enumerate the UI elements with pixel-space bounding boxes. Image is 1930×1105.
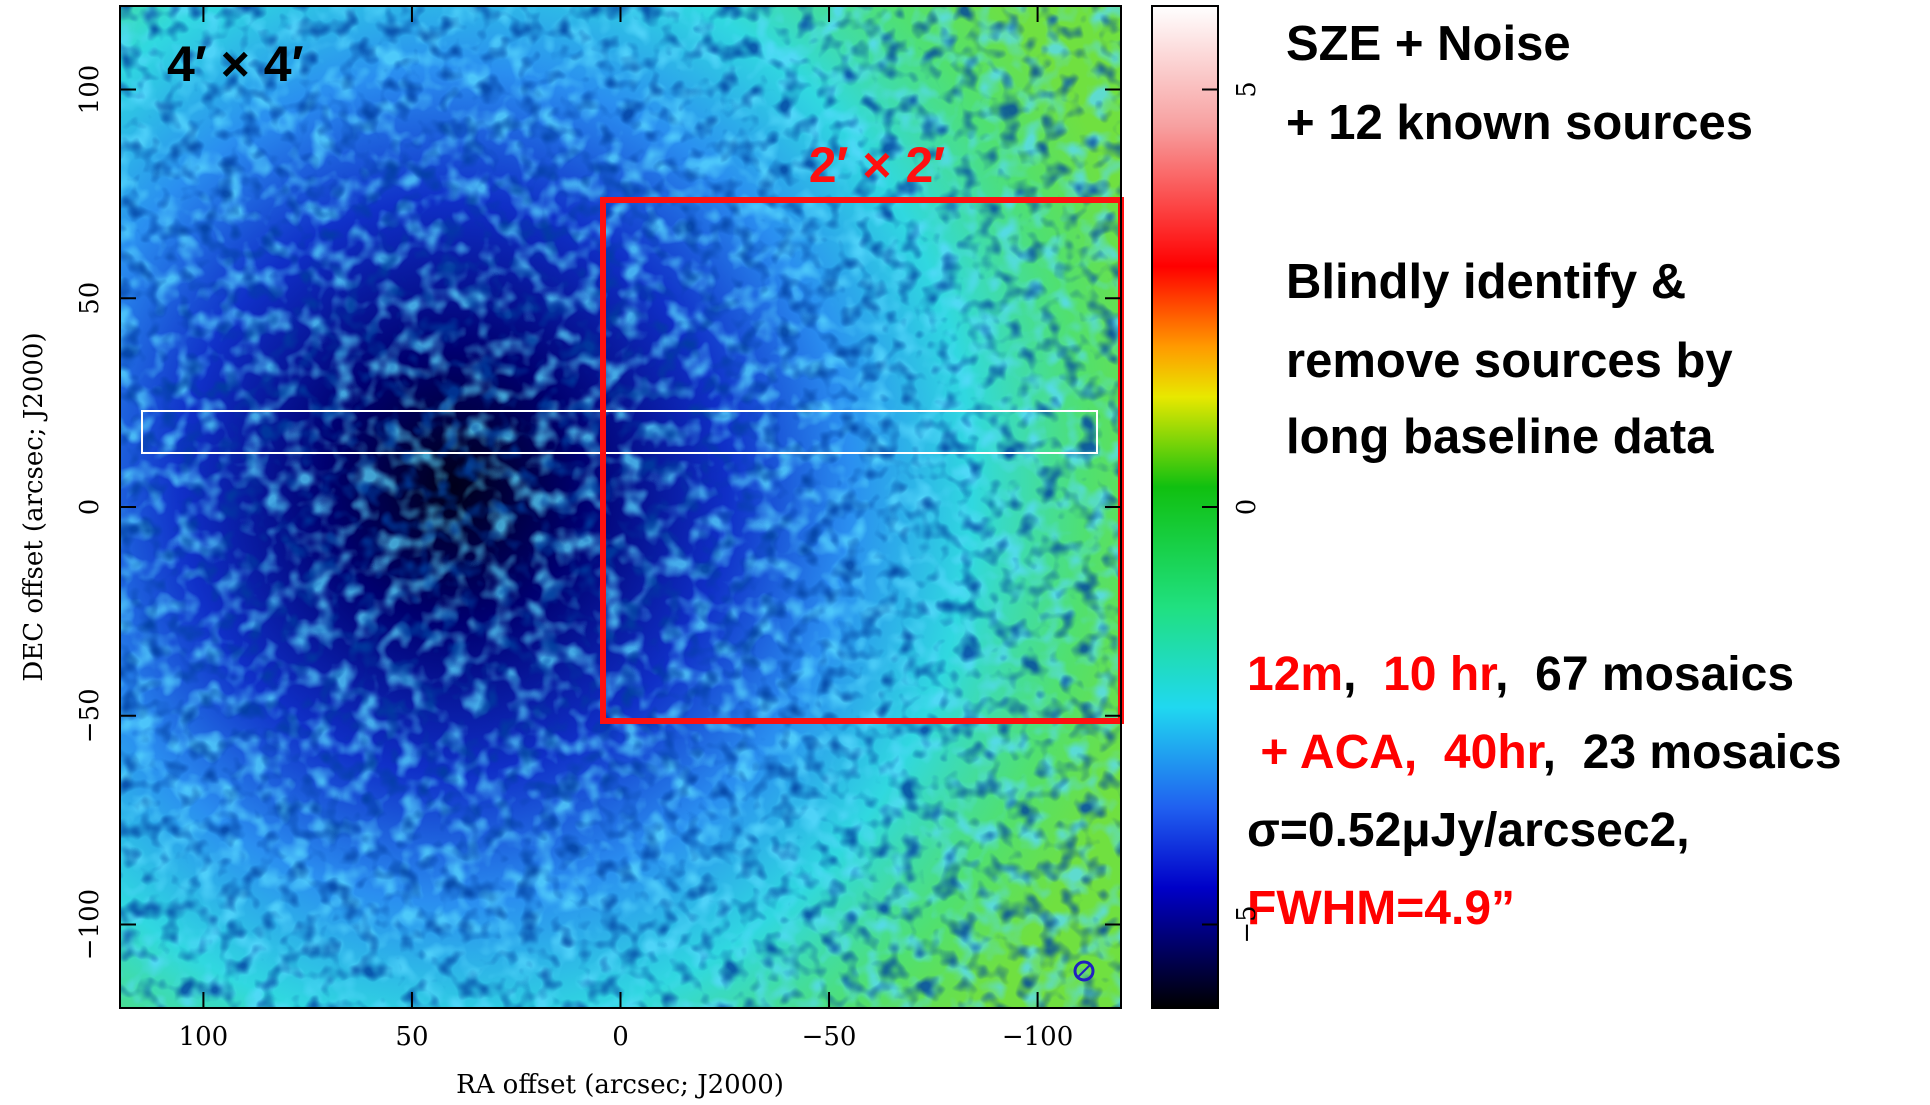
obs-line: 12m, 10 hr, 67 mosaics	[1247, 648, 1794, 701]
x-axis-label: RA offset (arcsec; J2000)	[456, 1070, 784, 1100]
obs-line: + ACA, 40hr, 23 mosaics	[1247, 726, 1842, 779]
x-tick-label: −100	[1002, 1022, 1073, 1052]
x-tick-label: 50	[395, 1022, 428, 1052]
obs-line: FWHM=4.9”	[1247, 882, 1515, 935]
x-tick-label: 0	[612, 1022, 629, 1052]
note: Blindly identify &	[1286, 255, 1686, 309]
y-tick-label: 0	[75, 499, 105, 516]
note: + 12 known sources	[1286, 96, 1753, 150]
obs-segment: , 67 mosaics	[1495, 648, 1794, 701]
y-tick-label: 50	[75, 282, 105, 315]
strip-region	[141, 410, 1098, 454]
beam	[1073, 960, 1095, 982]
colorbar-tick-label: 5	[1232, 81, 1262, 98]
field-label: 4′ × 4′	[167, 36, 304, 92]
notes: SZE + Noise + 12 known sources Blindly ide…	[1247, 17, 1842, 935]
y-tick-label: −100	[75, 889, 105, 960]
map-image	[120, 6, 1121, 1008]
obs-segment: 12m	[1247, 648, 1343, 701]
x-tick-label: −50	[802, 1022, 857, 1052]
obs-segment: 10 hr	[1383, 648, 1497, 701]
obs-segment: , 23 mosaics	[1543, 726, 1842, 779]
y-axis-label: DEC offset (arcsec; J2000)	[19, 332, 49, 681]
colorbar-tick-label: −5	[1232, 905, 1262, 943]
note: long baseline data	[1286, 410, 1714, 464]
obs-segment: ,	[1343, 648, 1383, 701]
obs-segment: σ=0.52μJy/arcsec2,	[1247, 804, 1690, 857]
box-label: 2′ × 2′	[809, 137, 946, 193]
obs-line: σ=0.52μJy/arcsec2,	[1247, 804, 1690, 857]
y-tick-label: 100	[75, 65, 105, 115]
obs-segment: FWHM=4.9”	[1247, 882, 1515, 935]
note: remove sources by	[1286, 334, 1733, 388]
colorbar-tick-label: 0	[1232, 499, 1262, 516]
x-tick-label: 100	[179, 1022, 229, 1052]
obs-segment: + ACA, 40hr	[1247, 726, 1545, 779]
note: SZE + Noise	[1286, 17, 1571, 71]
y-tick-label: −50	[75, 688, 105, 743]
